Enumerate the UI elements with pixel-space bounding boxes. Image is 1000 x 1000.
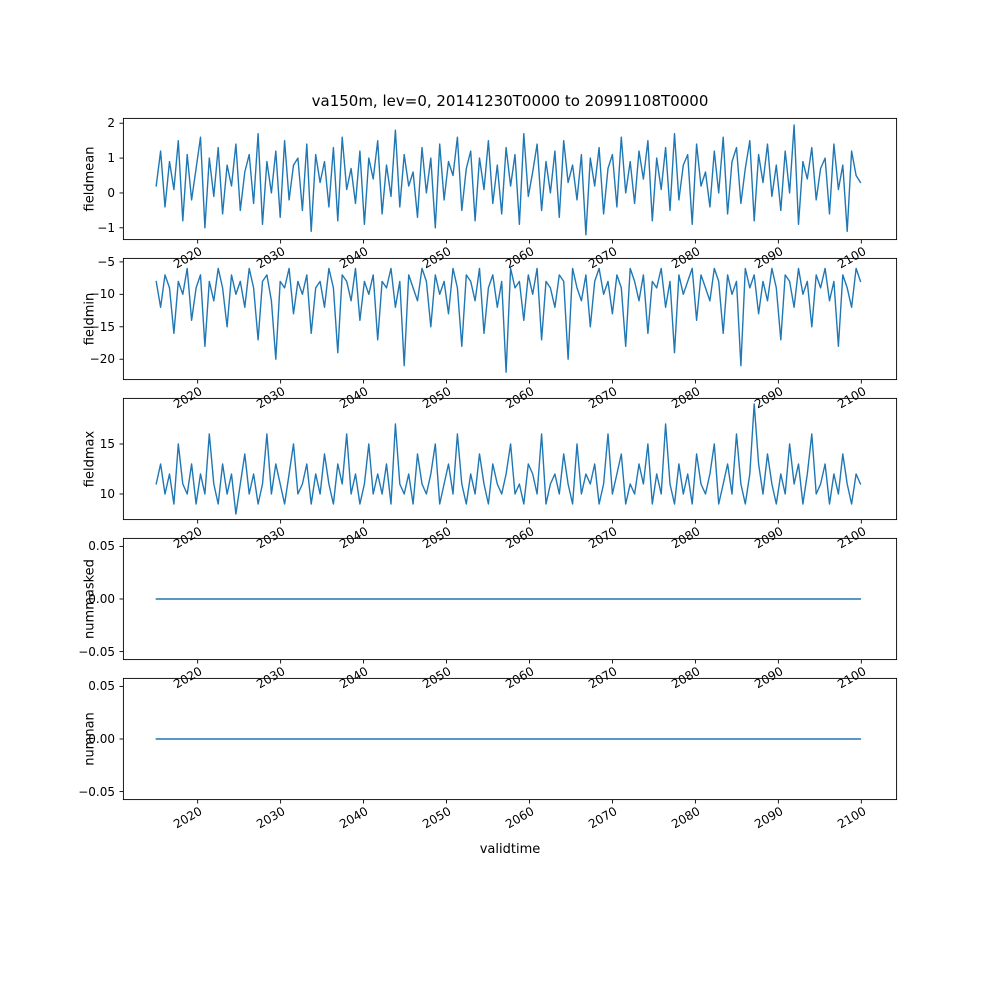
y-tick-label: 0.05 — [88, 539, 115, 554]
y-tick-label: 0 — [107, 185, 115, 200]
line-plot-numnan — [119, 677, 898, 804]
x-tick-label: 2090 — [751, 804, 786, 832]
y-tick-label: 2 — [107, 116, 115, 131]
line-plot-nummasked — [119, 537, 898, 664]
x-axis-label: validtime — [479, 842, 541, 857]
subplot-numnan: numnan 2020 2030 2040 2050 2060 2070 2080 2090 2… — [78, 677, 898, 831]
y-tick-label: −10 — [89, 287, 115, 302]
y-tick-label: −0.05 — [78, 784, 115, 799]
y-tick-label: 0.00 — [88, 592, 115, 606]
y-tick-label: 0.00 — [88, 732, 115, 746]
chart-title: va150m, lev=0, 20141230T0000 to 20991108… — [311, 92, 709, 110]
x-tick-label: 2080 — [668, 804, 703, 832]
line-plot-fieldmean — [119, 117, 898, 244]
y-tick-label: −0.05 — [78, 644, 115, 659]
subplot-fieldmean: fieldmean 2020 2030 2040 2050 2060 2070 2080 20… — [83, 116, 898, 271]
subplot-nummasked: nummasked 2020 2030 2040 2050 2060 2070 2080 20… — [78, 537, 898, 691]
y-tick-label: −15 — [89, 319, 115, 334]
y-tick-label: 1 — [107, 151, 115, 166]
subplot-fieldmax: fieldmax 2020 2030 2040 2050 2060 2070 2080 209… — [83, 397, 898, 551]
x-tick-label: 2070 — [586, 804, 620, 832]
x-tick-label: 2020 — [171, 804, 205, 832]
y-tick-label: 15 — [99, 437, 115, 451]
subplot-fieldmin: fieldmin 2020 2030 2040 2050 2060 2070 2080 209… — [83, 255, 898, 411]
y-tick-label: −5 — [97, 254, 115, 269]
y-tick-label: 10 — [99, 487, 115, 501]
x-tick-label: 2030 — [254, 804, 288, 832]
y-tick-label: −20 — [89, 352, 115, 367]
y-tick-label: 0.05 — [88, 679, 115, 694]
x-tick-label: 2050 — [420, 804, 454, 832]
x-tick-label: 2100 — [834, 804, 869, 832]
line-plot-fieldmin — [119, 257, 898, 384]
y-tick-label: −1 — [97, 220, 115, 235]
line-plot-fieldmax — [119, 397, 898, 524]
x-tick-label: 2060 — [503, 804, 537, 832]
x-tick-label: 2040 — [337, 804, 371, 832]
